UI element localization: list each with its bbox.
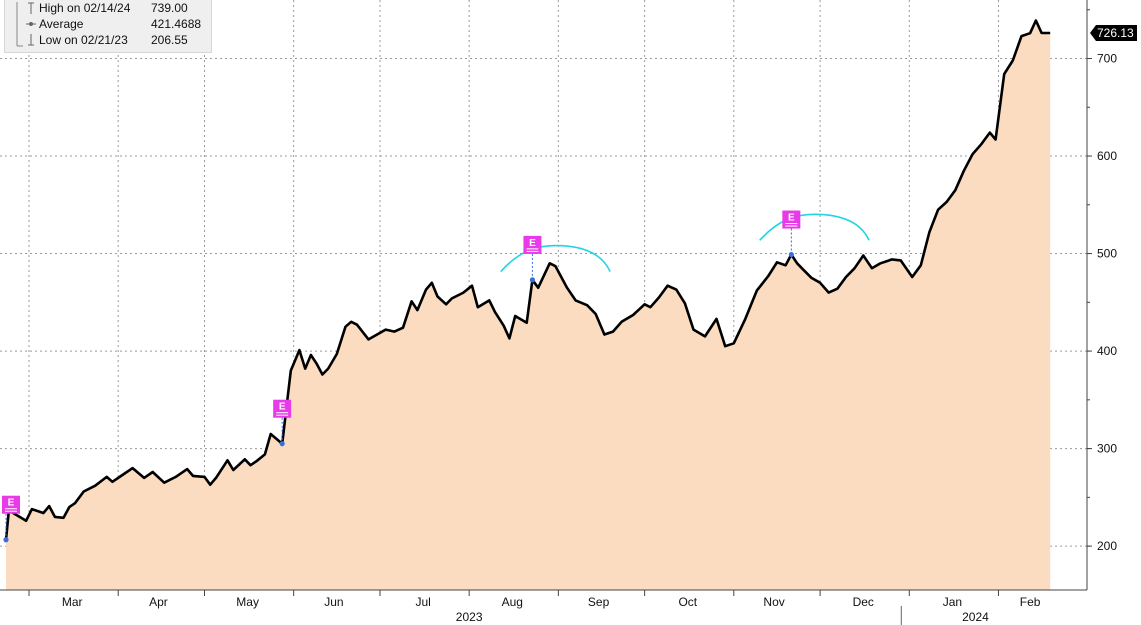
earnings-marker-3: E (523, 235, 542, 283)
x-month-label-oct: Oct (678, 595, 697, 609)
price-line (4, 19, 1051, 540)
average-value: 421.4688 (151, 17, 202, 31)
legend-bracket (16, 2, 23, 47)
x-month-label-jan: Jan (943, 595, 962, 609)
annotation-arc-1 (500, 244, 611, 273)
earnings-e-icon: E (788, 213, 795, 224)
x-month-label-feb: Feb (1020, 595, 1041, 609)
earnings-point-3 (529, 277, 536, 283)
y-tick-label-500: 500 (1097, 247, 1117, 261)
earnings-marker-2: E (273, 399, 292, 447)
high-label: High on 02/14/24 (39, 1, 131, 15)
earnings-marker-4: E (782, 210, 801, 258)
earnings-point-4 (788, 251, 794, 258)
x-month-label-jun: Jun (324, 595, 343, 609)
earnings-marker-1: E (2, 495, 20, 543)
annotation-arcs (500, 213, 870, 273)
x-month-label-apr: Apr (149, 595, 168, 609)
earnings-point-2 (279, 441, 285, 447)
price-stats-legend: High on 02/14/24 739.00 Average 421.4688… (4, 0, 212, 53)
x-axis-ticks: Mar Apr May Jun Jul Aug Sep Oct Nov Dec Jan Feb 2023… (28, 590, 1041, 625)
high-value: 739.00 (151, 1, 188, 15)
average-label: Average (39, 17, 84, 31)
average-marker-icon (26, 22, 36, 26)
x-month-label-jul: Jul (415, 595, 430, 609)
last-price-badge (1090, 25, 1137, 42)
x-year-label-2023: 2023 (456, 610, 483, 624)
earnings-e-icon: E (8, 498, 15, 509)
y-tick-label-700: 700 (1097, 52, 1117, 66)
earnings-e-icon: E (529, 238, 536, 249)
low-label: Low on 02/21/23 (39, 33, 128, 47)
y-axis-ticks: 200 300 400 500 600 700 (1087, 9, 1117, 553)
earnings-point-1 (3, 537, 9, 543)
x-month-label-may: May (236, 595, 259, 609)
y-tick-label-300: 300 (1097, 442, 1117, 456)
x-month-label-aug: Aug (502, 595, 523, 609)
high-marker-icon (28, 2, 34, 14)
earnings-e-icon: E (279, 402, 286, 413)
x-year-label-2024: 2024 (962, 610, 989, 624)
annotation-arc-2 (759, 213, 870, 241)
low-marker-icon (28, 34, 34, 46)
y-tick-label-600: 600 (1097, 149, 1117, 163)
last-price-label: 726.13 (1097, 26, 1134, 40)
low-value: 206.55 (151, 33, 188, 47)
x-month-label-nov: Nov (763, 595, 784, 609)
x-month-label-dec: Dec (853, 595, 874, 609)
chart-axes (0, 0, 1088, 591)
x-month-label-mar: Mar (62, 595, 83, 609)
earnings-markers: E E E E (2, 210, 801, 543)
y-tick-label-400: 400 (1097, 344, 1117, 358)
x-month-label-sep: Sep (588, 595, 610, 609)
last-price-tag: 726.13 (1090, 25, 1137, 42)
y-tick-label-200: 200 (1097, 539, 1117, 553)
